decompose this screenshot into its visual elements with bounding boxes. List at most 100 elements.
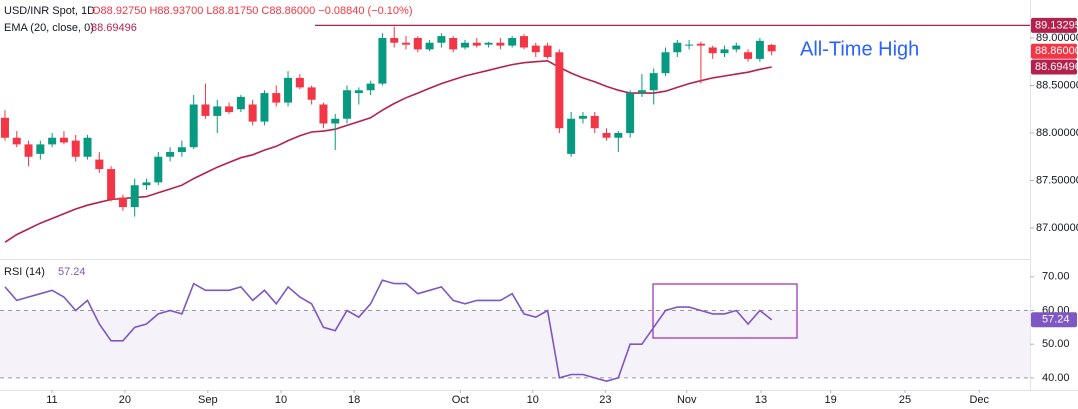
candle-body xyxy=(71,140,80,157)
candle-body xyxy=(614,132,623,138)
candle-body xyxy=(555,52,564,129)
candle-body xyxy=(307,87,316,100)
candle-body xyxy=(225,106,234,113)
candle-body xyxy=(649,73,658,91)
candle-body xyxy=(95,159,104,170)
x-tick-label: 23 xyxy=(599,394,611,406)
x-tick-label: 10 xyxy=(275,394,287,406)
rsi-y-tick-label: 40.00 xyxy=(1042,372,1070,384)
ema-tag: 88.69496 xyxy=(1035,61,1078,73)
rsi-line xyxy=(4,279,773,383)
ema-legend: EMA (20, close, 0) xyxy=(4,22,94,34)
candle-body xyxy=(213,106,222,116)
candle-body xyxy=(449,37,458,50)
candle-body xyxy=(708,47,717,54)
candle-body xyxy=(142,182,151,186)
y-tick-label: 87.00000 xyxy=(1036,222,1078,234)
y-tick-label: 87.50000 xyxy=(1036,174,1078,186)
candle-body xyxy=(118,197,127,208)
x-tick-label: Nov xyxy=(677,394,697,406)
rsi-y-tick-label: 50.00 xyxy=(1042,338,1070,350)
rsi-band xyxy=(0,310,1030,378)
ath-tag: 89.13295 xyxy=(1035,19,1078,31)
candle-body xyxy=(602,132,611,138)
candle-body xyxy=(673,42,682,53)
candle-body xyxy=(177,147,186,152)
candle-body xyxy=(260,93,269,122)
candle-body xyxy=(402,42,411,45)
candle-body xyxy=(472,42,481,46)
last-price-tag: 88.86000 xyxy=(1035,45,1078,57)
x-tick-label: Sep xyxy=(198,394,218,406)
candle-body xyxy=(343,90,352,119)
chart-title: USD/INR Spot, 1D xyxy=(4,5,95,17)
candle-body xyxy=(295,77,304,88)
candle-body xyxy=(720,49,729,54)
x-tick-label: 25 xyxy=(899,394,911,406)
rsi-y-tick-label: 70.00 xyxy=(1042,271,1070,283)
candle-body xyxy=(0,117,9,138)
x-tick-label: 11 xyxy=(46,394,57,406)
candle-body xyxy=(484,42,493,45)
last-price-tag-bg xyxy=(1031,43,1077,59)
rsi-legend: RSI (14) xyxy=(4,266,45,278)
candle-body xyxy=(590,115,599,129)
candle-body xyxy=(107,169,116,200)
candle-body xyxy=(83,137,92,157)
rsi-tag-bg xyxy=(1031,312,1077,328)
candle-body xyxy=(460,42,469,48)
rsi-legend-value: 57.24 xyxy=(58,266,86,278)
candle-body xyxy=(519,36,528,48)
candle-body xyxy=(767,44,776,52)
candle-body xyxy=(36,144,45,154)
candle-body xyxy=(24,144,33,157)
x-tick-label: 19 xyxy=(825,394,837,406)
x-tick-label: Oct xyxy=(452,394,469,406)
candle-body xyxy=(130,185,139,208)
y-tick-label: 88.00000 xyxy=(1036,127,1078,139)
candle-body xyxy=(543,45,552,57)
x-tick-label: 18 xyxy=(348,394,360,406)
candle-body xyxy=(248,104,257,122)
x-tick-label: Dec xyxy=(969,394,989,406)
candle-body xyxy=(755,40,764,59)
candle-body xyxy=(319,104,328,124)
candle-body xyxy=(661,52,670,74)
x-tick-label: 20 xyxy=(119,394,131,406)
candle-body xyxy=(366,83,375,91)
candle-body xyxy=(166,151,175,157)
candle-body xyxy=(685,44,694,46)
candle-body xyxy=(272,93,281,103)
candle-body xyxy=(331,118,340,124)
ohlc-legend: O88.92750 H88.93700 L88.81750 C88.86000 … xyxy=(92,5,413,17)
rsi-tag: 57.24 xyxy=(1042,314,1070,326)
y-tick-label: 88.50000 xyxy=(1036,79,1078,91)
candle-body xyxy=(496,42,505,46)
x-tick-label: 13 xyxy=(755,394,767,406)
candle-body xyxy=(626,93,635,133)
candle-body xyxy=(354,90,363,94)
candle-body xyxy=(696,43,705,46)
candle-body xyxy=(189,104,198,148)
candle-body xyxy=(378,37,387,84)
candle-body xyxy=(425,42,434,50)
candle-body xyxy=(12,137,21,145)
candle-body xyxy=(154,156,163,183)
ema-legend-value: 88.69496 xyxy=(91,22,137,34)
candle-body xyxy=(236,96,245,110)
candle-body xyxy=(201,104,210,116)
candle-body xyxy=(284,77,293,103)
candle-body xyxy=(390,37,399,43)
ath-tag-bg xyxy=(1031,17,1077,33)
candle-body xyxy=(48,137,57,145)
annotation: All-Time High xyxy=(800,38,919,60)
candle-body xyxy=(531,45,540,53)
x-tick-label: 10 xyxy=(527,394,539,406)
candle-body xyxy=(567,118,576,154)
candle-body xyxy=(578,115,587,119)
candle-body xyxy=(637,90,646,94)
candle-body xyxy=(744,52,753,59)
highlight-box xyxy=(652,283,798,339)
candle-body xyxy=(437,36,446,43)
candle-body xyxy=(59,137,68,143)
